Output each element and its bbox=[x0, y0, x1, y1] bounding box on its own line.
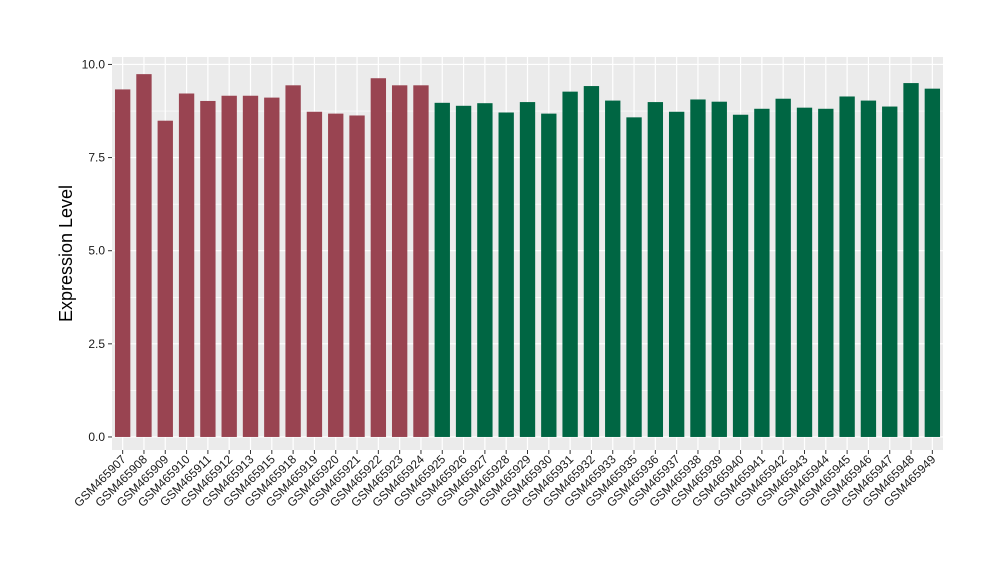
bar bbox=[732, 114, 749, 437]
y-tick-label: 0.0 bbox=[88, 430, 105, 444]
bar bbox=[690, 99, 706, 437]
bar bbox=[157, 120, 173, 437]
bar bbox=[178, 93, 195, 437]
bar bbox=[498, 112, 514, 437]
bar bbox=[349, 115, 365, 437]
bar bbox=[754, 108, 770, 437]
bar bbox=[264, 97, 280, 437]
bar bbox=[306, 111, 323, 437]
bar bbox=[136, 74, 152, 437]
y-axis: 0.0 2.5 5.0 7.5 10.0 bbox=[82, 57, 112, 444]
bar bbox=[242, 95, 259, 437]
bar bbox=[711, 101, 727, 437]
bar bbox=[391, 85, 408, 437]
bar bbox=[434, 102, 450, 437]
x-axis: GSM465907GSM465908GSM465909GSM465910GSM4… bbox=[71, 450, 939, 510]
y-tick-label: 5.0 bbox=[88, 244, 105, 258]
y-axis-title: Expression Level bbox=[56, 185, 76, 322]
bar bbox=[583, 86, 600, 437]
bar bbox=[626, 117, 642, 437]
bar bbox=[455, 105, 472, 437]
y-tick-label: 2.5 bbox=[88, 337, 105, 351]
bar bbox=[221, 95, 237, 437]
bar bbox=[647, 102, 664, 437]
bar bbox=[839, 96, 855, 437]
bar bbox=[541, 113, 557, 437]
bar bbox=[519, 102, 536, 437]
bar bbox=[903, 83, 919, 437]
bar bbox=[477, 103, 493, 437]
bar bbox=[860, 100, 877, 437]
bar bbox=[924, 88, 941, 437]
bar bbox=[605, 100, 621, 437]
bar bbox=[668, 111, 685, 437]
bar bbox=[328, 113, 344, 437]
bar bbox=[413, 85, 429, 437]
bar bbox=[285, 85, 301, 437]
bar bbox=[562, 91, 578, 437]
bar bbox=[818, 108, 834, 437]
bar bbox=[882, 106, 898, 437]
bar bbox=[775, 98, 791, 437]
bar bbox=[370, 78, 387, 437]
y-tick-label: 7.5 bbox=[88, 151, 105, 165]
bars bbox=[114, 74, 941, 437]
bar bbox=[200, 100, 216, 437]
y-tick-label: 10.0 bbox=[82, 57, 106, 71]
bar bbox=[114, 89, 131, 437]
bar bbox=[796, 107, 813, 437]
